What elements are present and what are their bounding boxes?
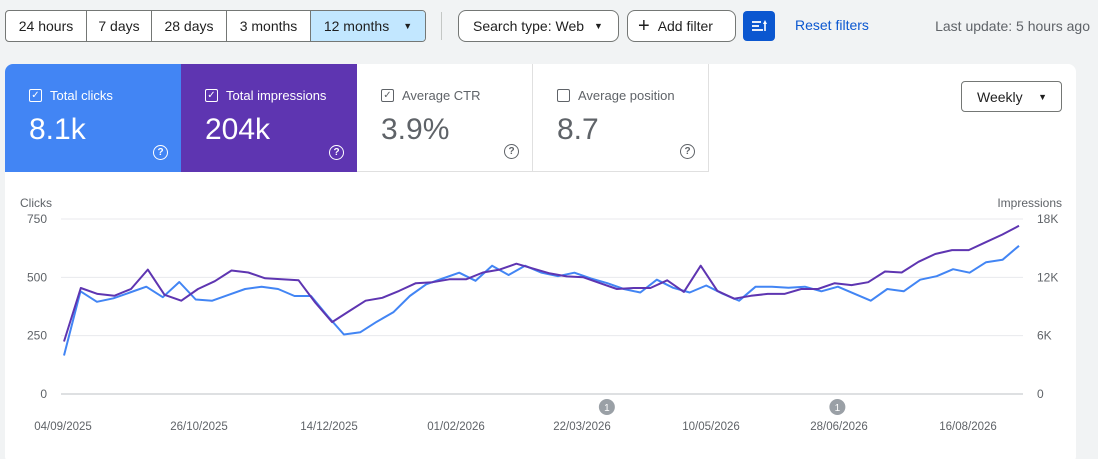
add-filter-label: Add filter [657,18,713,34]
right-axis-tick-label: 12K [1037,270,1058,284]
right-axis-tick-label: 18K [1037,212,1058,226]
x-axis-tick-label: 22/03/2026 [553,421,611,433]
annotation-marker [598,399,615,415]
metric-value: 8.7 [557,113,599,146]
range-12-months-button[interactable]: 12 months ▼ [311,11,425,41]
left-axis-tick-label: 500 [27,270,47,284]
left-axis-tick-label: 0 [40,387,47,401]
checkbox-checked-icon: ✓ [29,89,42,102]
left-axis-tick-label: 750 [27,212,47,226]
help-icon[interactable]: ? [504,144,519,159]
add-filter-button[interactable]: + Add filter [627,10,736,42]
range-label: 3 months [239,18,298,34]
metric-total-clicks[interactable]: ✓ Total clicks 8.1k ? [5,64,181,172]
left-axis-tick-label: 250 [27,329,47,343]
metric-value: 8.1k [29,113,86,146]
metric-value: 3.9% [381,113,450,146]
toolbar: 24 hours 7 days 28 days 3 months 12 mont… [0,0,1098,52]
annotation-marker [829,399,846,415]
granularity-dropdown[interactable]: Weekly ▼ [961,81,1062,112]
metric-label: Average CTR [402,88,481,103]
caret-down-icon: ▼ [594,21,603,31]
performance-card: ✓ Total clicks 8.1k ? ✓ Total impressions … [5,64,1076,459]
metric-label: Average position [578,88,675,103]
metric-total-impressions[interactable]: ✓ Total impressions 204k ? [181,64,357,172]
clicks-series-line [63,245,1020,356]
metric-average-position[interactable]: Average position 8.7 ? [533,64,709,172]
caret-down-icon: ▼ [1038,91,1047,102]
x-axis-tick-label: 01/02/2026 [427,421,485,433]
left-axis-title: Clicks [20,196,52,210]
range-3-months-button[interactable]: 3 months [227,11,311,41]
impressions-series-line [63,224,1020,342]
search-type-dropdown[interactable]: Search type: Web ▼ [458,10,619,42]
reset-filters-link[interactable]: Reset filters [795,17,869,33]
right-axis-tick-label: 6K [1037,329,1052,343]
x-axis-tick-label: 04/09/2025 [34,421,92,433]
x-axis-tick-label: 16/08/2026 [939,421,997,433]
range-7-days-button[interactable]: 7 days [87,11,152,41]
plus-icon: + [638,15,650,37]
metric-label: Total clicks [50,88,113,103]
help-icon[interactable]: ? [329,145,344,160]
range-label: 28 days [164,18,214,34]
date-range-selector: 24 hours 7 days 28 days 3 months 12 mont… [5,10,426,42]
help-icon[interactable]: ? [153,145,168,160]
toolbar-divider [441,12,442,40]
filter-sliders-icon [752,20,767,31]
range-label: 24 hours [18,18,74,34]
checkbox-unchecked-icon [557,89,570,102]
metric-average-ctr[interactable]: ✓ Average CTR 3.9% ? [357,64,533,172]
performance-chart: 750 18K 500 12K 250 6K 0 0 Clicks Impressions 04/0… [20,196,1062,433]
right-axis-tick-label: 0 [1037,387,1044,401]
x-axis-tick-label: 26/10/2025 [170,421,228,433]
granularity-label: Weekly [977,88,1023,105]
search-type-label: Search type: Web [473,18,585,34]
help-icon[interactable]: ? [680,144,695,159]
checkbox-checked-icon: ✓ [381,89,394,102]
annotation-label: 1 [835,403,841,414]
filter-settings-button[interactable] [743,11,775,41]
range-label: 7 days [98,18,140,34]
right-axis-title: Impressions [997,196,1062,210]
last-update-text: Last update: 5 hours ago [935,18,1090,34]
checkbox-checked-icon: ✓ [205,89,218,102]
annotation-label: 1 [604,403,610,414]
metric-label: Total impressions [226,88,327,103]
x-axis-tick-label: 28/06/2026 [810,421,868,433]
range-24-hours-button[interactable]: 24 hours [6,11,87,41]
range-label: 12 months [323,18,390,34]
metric-value: 204k [205,113,271,146]
range-28-days-button[interactable]: 28 days [152,11,227,41]
x-axis-tick-label: 10/05/2026 [682,421,740,433]
x-axis-tick-label: 14/12/2025 [300,421,358,433]
caret-down-icon: ▼ [403,21,413,31]
